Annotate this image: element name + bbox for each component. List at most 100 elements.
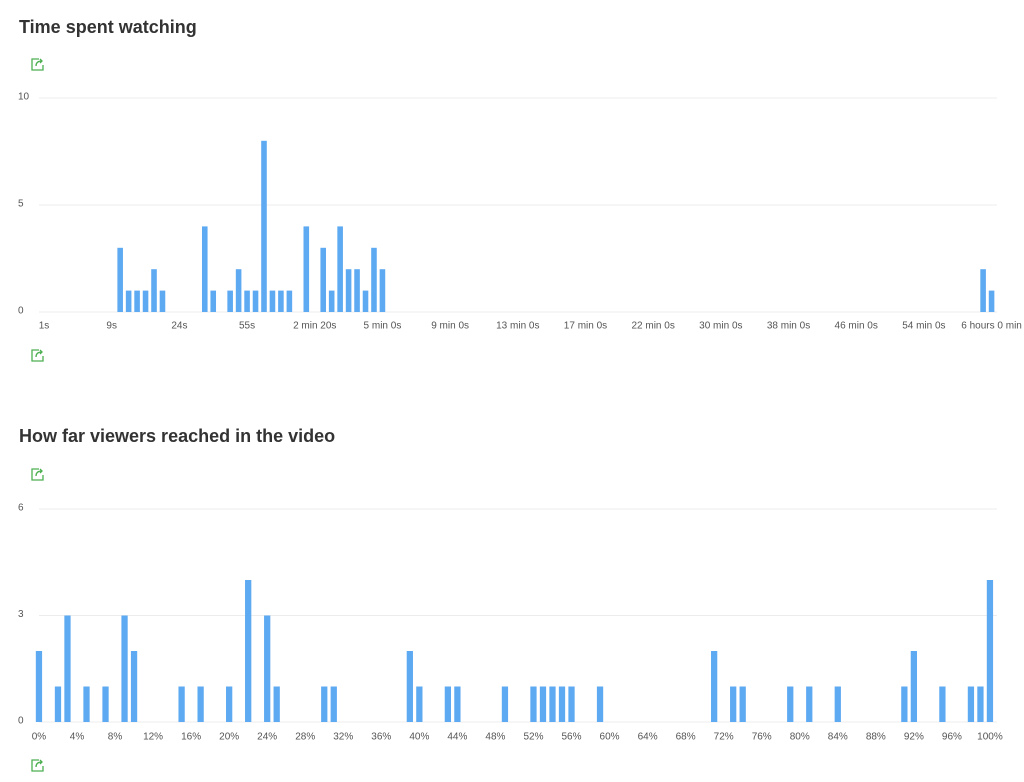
x-tick-label: 60%	[600, 732, 620, 743]
x-tick-label: 8%	[108, 732, 123, 743]
bar	[834, 686, 841, 722]
bar	[130, 651, 138, 722]
bar	[286, 290, 293, 312]
bar	[539, 686, 547, 722]
x-tick-label: 96%	[942, 732, 962, 743]
bar	[303, 226, 310, 312]
bar	[227, 290, 233, 312]
x-tick-label: 22 min 0s	[631, 321, 674, 332]
x-tick-label: 44%	[447, 732, 467, 743]
x-tick-label: 54 min 0s	[902, 321, 945, 332]
export-button[interactable]	[31, 468, 44, 481]
x-tick-label: 30 min 0s	[699, 321, 742, 332]
bar	[977, 686, 984, 722]
bar	[278, 290, 284, 312]
x-tick-label: 1s	[39, 321, 50, 332]
y-tick-label: 3	[18, 609, 24, 620]
x-tick-label: 24s	[171, 321, 187, 332]
bar	[362, 290, 369, 312]
x-tick-label: 4%	[70, 732, 85, 743]
x-tick-label: 55s	[239, 321, 255, 332]
bar	[134, 290, 140, 312]
bar	[64, 615, 71, 722]
bar	[986, 580, 994, 722]
bar	[939, 686, 946, 722]
x-tick-label: 46 min 0s	[835, 321, 878, 332]
x-tick-label: 80%	[790, 732, 810, 743]
bar	[371, 247, 377, 312]
bar	[416, 686, 423, 722]
bar	[121, 615, 128, 722]
x-tick-label: 84%	[828, 732, 848, 743]
bar	[151, 269, 157, 312]
chart-title: Time spent watching	[19, 17, 197, 37]
x-tick-label: 92%	[904, 732, 924, 743]
x-tick-label: 2 min 20s	[293, 321, 336, 332]
bar	[320, 247, 327, 312]
bar	[806, 686, 813, 722]
y-tick-label: 5	[18, 199, 24, 210]
bar	[444, 686, 452, 722]
bar	[210, 290, 217, 312]
x-tick-label: 17 min 0s	[564, 321, 607, 332]
bar	[988, 290, 995, 312]
bar	[244, 290, 250, 312]
x-tick-label: 24%	[257, 732, 277, 743]
bar	[711, 651, 718, 722]
bar	[730, 686, 737, 722]
export-button[interactable]	[31, 759, 44, 772]
bar	[549, 686, 556, 722]
bar	[273, 686, 280, 722]
x-tick-label: 100%	[977, 732, 1003, 743]
x-tick-label: 36%	[371, 732, 391, 743]
bar	[345, 269, 352, 312]
bar	[261, 140, 267, 312]
bar	[337, 226, 343, 312]
x-tick-label: 88%	[866, 732, 886, 743]
x-tick-label: 38 min 0s	[767, 321, 810, 332]
x-tick-label: 28%	[295, 732, 315, 743]
x-tick-label: 12%	[143, 732, 163, 743]
bar	[264, 615, 271, 722]
bar	[980, 269, 986, 312]
x-tick-label: 9 min 0s	[431, 321, 469, 332]
y-tick-label: 0	[18, 716, 24, 727]
export-button[interactable]	[31, 58, 44, 71]
bar	[330, 686, 337, 722]
x-tick-label: 13 min 0s	[496, 321, 539, 332]
bar	[328, 290, 335, 312]
x-tick-label: 16%	[181, 732, 201, 743]
bar	[901, 686, 908, 722]
bar	[406, 651, 413, 722]
x-tick-label: 6 hours 0 min	[961, 321, 1022, 332]
export-button[interactable]	[31, 349, 44, 362]
bar	[321, 686, 328, 722]
bar	[269, 290, 276, 312]
chart-title: How far viewers reached in the video	[19, 426, 335, 446]
bar	[558, 686, 566, 722]
bar	[787, 686, 794, 722]
bar	[159, 290, 166, 312]
bar	[178, 686, 185, 722]
bar	[379, 269, 386, 312]
bar	[226, 686, 233, 722]
y-tick-label: 10	[18, 92, 30, 103]
bar	[245, 580, 252, 722]
bar	[102, 686, 109, 722]
y-tick-label: 6	[18, 503, 24, 514]
bar	[910, 651, 918, 722]
bar	[142, 290, 149, 312]
bar	[35, 651, 43, 722]
bar	[596, 686, 604, 722]
x-tick-label: 76%	[752, 732, 772, 743]
x-tick-label: 32%	[333, 732, 353, 743]
x-tick-label: 40%	[409, 732, 429, 743]
bar	[54, 686, 62, 722]
bar	[530, 686, 537, 722]
bar	[117, 247, 123, 312]
x-tick-label: 5 min 0s	[364, 321, 402, 332]
bar	[454, 686, 461, 722]
x-tick-label: 72%	[714, 732, 734, 743]
bar	[252, 290, 259, 312]
